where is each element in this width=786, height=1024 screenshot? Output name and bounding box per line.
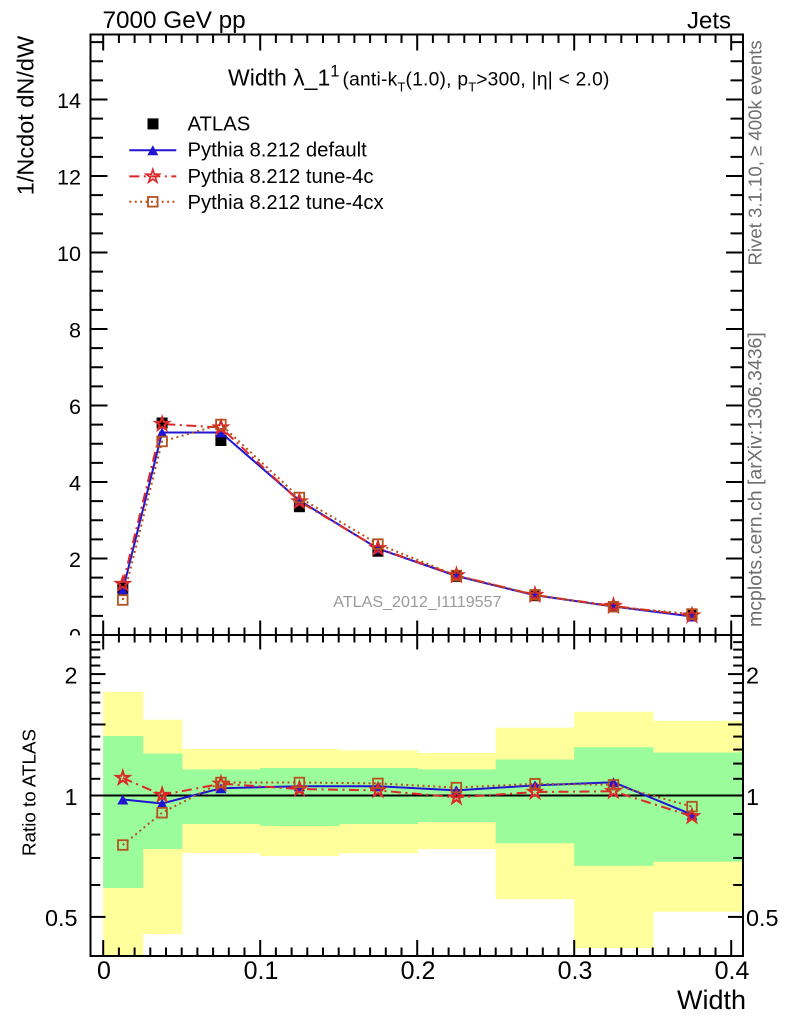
svg-text:Pythia 8.212 tune-4c: Pythia 8.212 tune-4c [188,166,374,188]
svg-text:Pythia 8.212 tune-4cx: Pythia 8.212 tune-4cx [188,192,384,214]
svg-text:Ratio to ATLAS: Ratio to ATLAS [19,729,40,856]
svg-text:0.1: 0.1 [244,957,279,985]
svg-text:10: 10 [57,241,81,266]
svg-text:Rivet 3.1.10, ≥ 400k events: Rivet 3.1.10, ≥ 400k events [745,40,766,265]
svg-text:14: 14 [57,88,81,113]
svg-text:2: 2 [69,547,81,572]
svg-text:1: 1 [746,784,759,810]
svg-text:7000 GeV pp: 7000 GeV pp [103,7,246,34]
svg-text:0.5: 0.5 [746,905,779,931]
svg-text:2: 2 [64,662,77,688]
svg-text:4: 4 [69,470,81,495]
svg-text:Pythia 8.212 default: Pythia 8.212 default [188,140,368,162]
svg-text:1/Ncdot dN/dW: 1/Ncdot dN/dW [13,35,39,195]
svg-text:0: 0 [97,957,111,985]
svg-text:ATLAS_2012_I1119557: ATLAS_2012_I1119557 [333,593,501,611]
svg-text:8: 8 [69,317,81,342]
svg-text:Width: Width [677,985,746,1015]
svg-text:6: 6 [69,394,81,419]
svg-text:0.3: 0.3 [558,957,593,985]
svg-text:0.5: 0.5 [45,905,78,931]
svg-text:0.2: 0.2 [401,957,436,985]
svg-text:12: 12 [57,164,81,189]
svg-text:ATLAS: ATLAS [188,113,251,135]
svg-text:0: 0 [69,623,81,648]
svg-text:0.4: 0.4 [715,957,750,985]
svg-text:2: 2 [746,662,759,688]
svg-text:mcplots.cern.ch [arXiv:1306.34: mcplots.cern.ch [arXiv:1306.3436] [745,332,767,627]
svg-text:1: 1 [64,784,77,810]
svg-text:Jets: Jets [687,8,731,35]
